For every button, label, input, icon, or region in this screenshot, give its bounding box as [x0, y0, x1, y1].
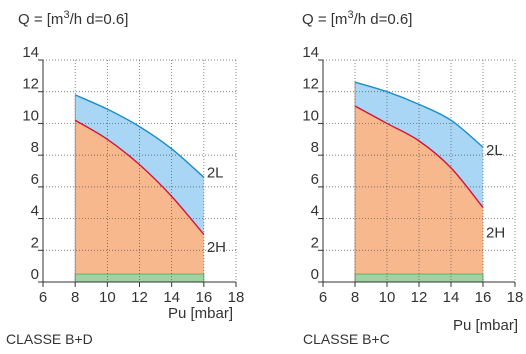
x-tick-label: 14 [163, 289, 180, 306]
y-tick-label: 10 [302, 107, 319, 124]
series-2L-line [354, 81, 484, 148]
x-tick-label: 12 [411, 289, 428, 306]
chart-caption: CLASSE B+C [303, 331, 390, 347]
series-2H-line [354, 105, 484, 208]
y-tick-label: 6 [311, 171, 319, 188]
y-tick-label: 2 [31, 234, 39, 251]
area-2L [355, 82, 483, 208]
chart-caption: CLASSE B+D [6, 331, 93, 347]
y-tick-label: 2 [311, 234, 319, 251]
series-label-2H: 2H [486, 225, 505, 242]
chart-title-main: Q = [m [302, 11, 347, 28]
y-tick-label: 4 [311, 203, 319, 220]
y-tick-label: 14 [302, 44, 319, 61]
x-tick-label: 8 [71, 289, 79, 306]
x-tick-label: 10 [379, 289, 396, 306]
x-tick-label: 6 [39, 289, 47, 306]
y-tick-label: 12 [302, 76, 319, 93]
y-tick-label: 14 [22, 44, 39, 61]
series-label-2L: 2L [486, 142, 503, 159]
x-tick-label: 10 [99, 289, 116, 306]
y-tick-label: 4 [31, 203, 39, 220]
chart-title-main: Q = [m [18, 11, 63, 28]
x-tick-label: 16 [475, 289, 492, 306]
y-tick-label: 0 [31, 266, 39, 283]
series-2H-line [74, 119, 205, 235]
x-tick-label: 12 [131, 289, 148, 306]
chart-title: Q = [m3/h d=0.6] [302, 9, 412, 28]
y-tick-label: 0 [311, 266, 319, 283]
chart-panel-2: Q = [m3/h d=0.6] 0 2 4 6 8 10 12 14 6 8 10 12 14 16 18 2… [302, 9, 523, 347]
area-min-flow [354, 273, 484, 283]
y-tick-label: 8 [311, 139, 319, 156]
series-label-2H: 2H [207, 239, 226, 256]
x-tick-label: 6 [319, 289, 327, 306]
chart-title: Q = [m3/h d=0.6] [18, 9, 128, 28]
chart-title-sup: 3 [63, 9, 69, 21]
x-tick-label: 18 [507, 289, 524, 306]
series-2L-line [74, 94, 205, 178]
chart-panel-1: Q = [m3/h d=0.6] 0 2 4 6 8 10 12 14 6 8 10 12 14 16 18 2… [6, 9, 244, 347]
area-min-flow [74, 273, 205, 283]
x-tick-label: 16 [195, 289, 212, 306]
y-tick-label: 10 [22, 107, 39, 124]
y-tick-label: 8 [31, 139, 39, 156]
series-label-2L: 2L [207, 164, 224, 181]
x-tick-label: 8 [351, 289, 359, 306]
x-axis-label: Pu [mbar] [168, 305, 233, 322]
x-tick-label: 18 [228, 289, 245, 306]
chart-title-rest: /h d=0.6] [354, 11, 413, 28]
chart-title-rest: /h d=0.6] [70, 11, 129, 28]
x-axis-label: Pu [mbar] [453, 317, 518, 334]
chart-title-sup: 3 [347, 9, 353, 21]
y-tick-label: 12 [22, 76, 39, 93]
x-tick-label: 14 [443, 289, 460, 306]
y-tick-label: 6 [31, 171, 39, 188]
